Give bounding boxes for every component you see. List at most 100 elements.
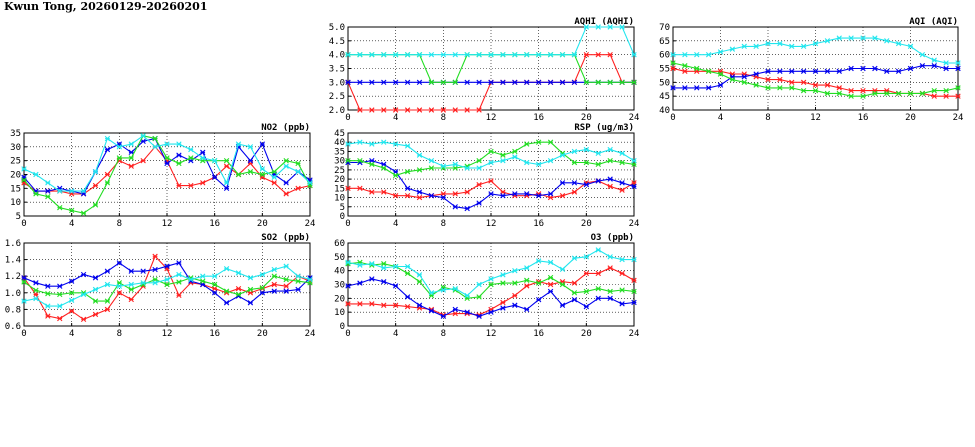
data-point <box>416 51 423 58</box>
y-tick-label: 35 <box>334 147 345 157</box>
data-point <box>381 189 387 195</box>
data-point <box>128 149 134 156</box>
data-point <box>595 178 601 184</box>
y-tick-label: 1.4 <box>5 256 21 266</box>
x-tick-label: 24 <box>629 113 640 123</box>
data-point <box>607 254 613 260</box>
data-point <box>452 204 458 210</box>
data-point <box>559 302 566 308</box>
data-point <box>92 182 99 189</box>
data-point <box>416 302 423 308</box>
x-tick-label: 0 <box>21 219 26 229</box>
data-point <box>247 286 254 293</box>
chart-title: O3 (ppb) <box>591 233 634 243</box>
data-point <box>559 180 566 186</box>
data-point <box>33 287 39 293</box>
data-point <box>80 291 87 298</box>
data-point <box>476 200 482 206</box>
data-point <box>607 176 613 182</box>
data-point <box>416 107 423 113</box>
data-point <box>307 180 313 186</box>
data-point <box>595 150 601 156</box>
data-point <box>595 285 601 292</box>
data-point <box>116 260 123 266</box>
data-point <box>907 43 914 50</box>
data-point <box>848 35 854 41</box>
data-point <box>705 68 712 74</box>
data-point <box>476 51 482 58</box>
data-point <box>345 259 351 266</box>
series-series4 <box>345 139 637 171</box>
data-point <box>631 51 637 58</box>
data-point <box>428 290 435 296</box>
data-point <box>631 79 637 86</box>
data-point <box>872 65 878 72</box>
data-point <box>381 302 387 308</box>
data-point <box>488 148 494 155</box>
data-point <box>140 133 146 139</box>
data-point <box>440 163 447 169</box>
data-point <box>369 107 375 113</box>
data-point <box>717 71 724 77</box>
data-point <box>571 290 578 296</box>
x-tick-label: 0 <box>345 329 350 339</box>
data-point <box>45 193 51 200</box>
data-point <box>559 266 566 272</box>
data-point <box>259 271 266 278</box>
data-point <box>259 171 266 178</box>
data-point <box>872 90 878 97</box>
data-point <box>583 303 590 310</box>
data-point <box>211 285 218 292</box>
y-tick-label: 35 <box>10 129 21 139</box>
data-point <box>452 310 458 317</box>
y-tick-label: 2.0 <box>329 106 345 116</box>
data-point <box>440 107 447 113</box>
data-point <box>104 180 111 186</box>
data-point <box>223 300 230 306</box>
series-series2 <box>670 63 961 91</box>
data-point <box>295 160 301 167</box>
chart-so2: 0 4 8 12 16 20 24 0.6 0.8 1.0 1.2 1.4 1.6 SO2 (ppb) <box>5 233 316 339</box>
data-point <box>631 299 637 306</box>
data-point <box>200 180 206 186</box>
y-tick-label: 3.0 <box>329 78 345 88</box>
data-point <box>57 188 63 194</box>
data-point <box>345 157 351 164</box>
data-point <box>211 174 218 180</box>
data-point <box>404 169 411 175</box>
data-point <box>369 161 375 168</box>
data-point <box>452 79 458 86</box>
y-tick-label: 30 <box>334 281 345 291</box>
data-point <box>381 279 387 285</box>
data-point <box>500 79 506 86</box>
data-point <box>500 299 506 306</box>
y-tick-label: 15 <box>334 184 345 194</box>
data-point <box>931 87 937 94</box>
data-point <box>488 281 494 288</box>
data-point <box>128 296 134 303</box>
data-point <box>524 283 530 289</box>
y-tick-label: 40 <box>334 138 345 148</box>
data-point <box>848 65 854 72</box>
data-point <box>824 38 831 44</box>
data-point <box>571 51 578 58</box>
data-point <box>607 157 613 164</box>
y-tick-label: 4.5 <box>329 37 345 47</box>
data-point <box>271 174 277 180</box>
series-series2 <box>345 276 637 320</box>
data-point <box>488 309 494 315</box>
data-point <box>943 93 949 99</box>
data-point <box>595 79 601 86</box>
y-tick-label: 20 <box>10 171 21 181</box>
data-point <box>583 159 590 166</box>
y-tick-label: 1.2 <box>5 272 21 282</box>
data-point <box>404 270 411 277</box>
chart-no2: 0 4 8 12 16 20 24 5 10 15 20 25 30 35 NO2 (ppb) <box>10 123 315 229</box>
data-point <box>500 157 506 164</box>
data-point <box>571 180 578 186</box>
data-point <box>670 60 676 66</box>
data-point <box>381 165 387 171</box>
data-point <box>812 68 819 74</box>
data-point <box>595 24 601 30</box>
data-point <box>259 141 266 147</box>
